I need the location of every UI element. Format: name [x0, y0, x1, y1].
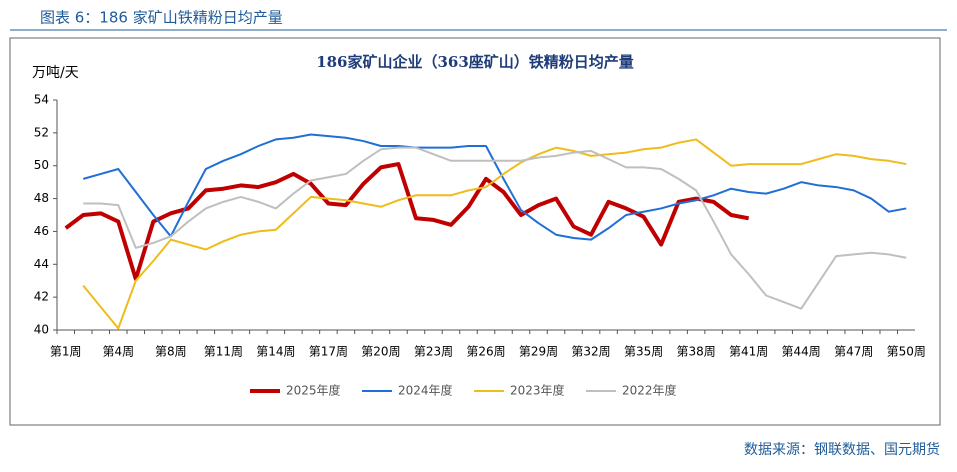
y-tick-label: 44: [34, 257, 49, 271]
caption: 图表 6：186 家矿山铁精粉日均产量: [40, 9, 283, 27]
x-tick-label: 第35周: [624, 345, 663, 359]
x-tick-label: 第32周: [571, 345, 610, 359]
x-tick-label: 第41周: [729, 345, 768, 359]
x-tick-label: 第20周: [361, 345, 400, 359]
x-tick-label: 第17周: [309, 345, 348, 359]
series-line: [82, 138, 907, 330]
x-tick-label: 第4周: [102, 345, 134, 359]
legend-label: 2025年度: [286, 383, 341, 398]
y-tick-label: 50: [34, 158, 49, 172]
y-tick-label: 40: [34, 323, 49, 337]
series-line: [64, 162, 750, 282]
y-axis-label: 万吨/天: [32, 65, 79, 81]
x-tick-label: 第14周: [256, 345, 295, 359]
x-tick-label: 第11周: [204, 345, 243, 359]
chart-frame: [9, 37, 941, 426]
y-tick-label: 42: [34, 290, 49, 304]
x-tick-label: 第1周: [50, 345, 82, 359]
y-tick-label: 54: [34, 93, 49, 107]
x-tick-label: 第29周: [519, 345, 558, 359]
y-tick-label: 48: [34, 191, 49, 205]
x-tick-label: 第38周: [676, 345, 715, 359]
legend-label: 2022年度: [622, 383, 677, 398]
y-tick-label: 46: [34, 224, 49, 238]
x-tick-label: 第44周: [782, 345, 821, 359]
x-tick-label: 第23周: [414, 345, 453, 359]
x-tick-label: 第26周: [466, 345, 505, 359]
chart-title: 186家矿山企业（363座矿山）铁精粉日均产量: [316, 53, 634, 71]
x-tick-label: 第8周: [155, 345, 187, 359]
x-tick-label: 第47周: [834, 345, 873, 359]
y-tick-label: 52: [34, 125, 49, 139]
series-line: [83, 146, 907, 310]
legend-label: 2024年度: [398, 383, 453, 398]
series-line: [82, 133, 907, 241]
source: 数据来源：钢联数据、国元期货: [744, 441, 940, 458]
x-tick-label: 第50周: [887, 345, 926, 359]
legend-label: 2023年度: [510, 383, 565, 398]
